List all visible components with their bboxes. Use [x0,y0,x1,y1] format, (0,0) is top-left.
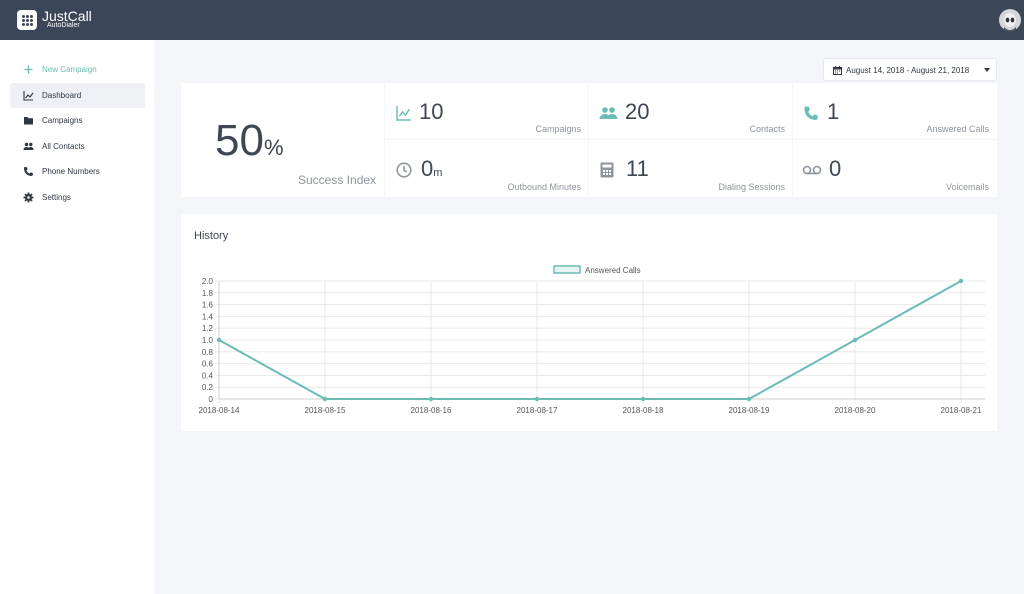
sidebar-item-dashboard[interactable]: Dashboard [10,83,145,108]
stat-value: 10 [419,99,444,124]
x-tick-label: 2018-08-16 [411,406,452,415]
chevron-down-icon [984,68,990,72]
sidebar: New Campaign Dashboard Campaigns All Con… [0,40,154,594]
x-tick-label: 2018-08-20 [835,406,876,415]
sidebar-item-phone-numbers[interactable]: Phone Numbers [10,159,145,184]
sidebar-item-label: All Contacts [42,142,85,151]
success-index-value: 50% [215,116,284,165]
y-tick-label: 1.8 [202,289,214,298]
y-tick-label: 1.4 [202,312,214,321]
y-tick-label: 1.2 [202,324,214,333]
answered-calls-chart: 2.0 1.8 1.6 1.4 1.2 1.0 0.8 0.6 0.4 0.2 0 2018-08-1… [199,265,985,415]
x-tick-label: 2018-08-19 [729,406,770,415]
folder-icon [24,117,33,125]
sidebar-item-settings[interactable]: Settings [10,185,145,210]
calendar-icon [833,66,842,75]
sidebar-item-campaigns[interactable]: Campaigns [10,108,145,133]
legend-label: Answered Calls [585,266,641,275]
data-point [746,396,752,402]
sidebar-item-label: New Campaign [42,65,97,74]
y-tick-label: 1.0 [202,336,214,345]
y-tick-label: 0.2 [202,383,214,392]
y-tick-label: 0.6 [202,360,214,369]
stat-value: 20 [625,99,650,124]
data-point [640,396,646,402]
sidebar-item-label: Settings [42,193,71,202]
stat-card-contacts [589,83,792,139]
x-tick-label: 2018-08-14 [199,406,240,415]
date-range-picker[interactable]: August 14, 2018 - August 21, 2018 [823,58,997,81]
data-point [852,337,858,343]
sidebar-item-label: Campaigns [42,116,83,125]
brand-name[interactable]: JustCall [42,8,92,24]
people-icon [599,107,618,119]
dialpad-grid-icon[interactable] [17,10,37,30]
stat-card-dialing-sessions [589,140,792,197]
stat-card-outbound-minutes [385,140,588,197]
stat-value: 0 [829,156,842,181]
stat-label: Outbound Minutes [507,182,581,192]
clock-icon [396,162,412,178]
stat-card-voicemails [793,140,997,197]
legend-swatch [553,265,581,274]
history-title: History [194,230,229,242]
success-index-label: Success Index [298,173,377,187]
stat-card-campaigns [385,83,588,139]
phone-icon [24,167,33,176]
gear-icon [23,192,34,203]
stat-label: Dialing Sessions [718,182,785,192]
y-tick-label: 1.6 [202,301,214,310]
phone-icon [804,106,818,120]
data-point [322,396,328,402]
x-tick-label: 2018-08-21 [941,406,982,415]
stat-label: Contacts [749,124,785,134]
x-tick-label: 2018-08-18 [623,406,664,415]
stat-value: 11 [626,156,649,181]
voicemail-icon [802,165,822,175]
y-tick-label: 2.0 [202,277,214,286]
line-chart-icon [396,106,411,121]
data-point [216,337,222,343]
sidebar-item-new-campaign[interactable]: New Campaign [10,57,145,82]
stat-label: Campaigns [535,124,581,134]
stat-value: 1 [827,99,840,124]
success-index-card [181,83,384,197]
data-point [534,396,540,402]
series-line-answered-calls [218,280,962,400]
top-bar: JustCall AutoDialer [0,0,1024,40]
sidebar-item-all-contacts[interactable]: All Contacts [10,134,145,159]
sidebar-item-label: Phone Numbers [42,167,100,176]
y-tick-label: 0.8 [202,348,214,357]
stat-value: 0m [421,156,443,181]
people-icon [23,142,34,150]
y-tick-label: 0.4 [202,371,214,380]
brand-subtitle: AutoDialer [47,22,80,29]
line-chart-icon [23,91,34,101]
y-tick-label: 0 [209,395,214,404]
data-point [958,278,964,284]
stat-card-answered-calls [793,83,997,139]
stat-label: Voicemails [945,182,989,192]
x-tick-label: 2018-08-15 [305,406,346,415]
plus-icon [24,65,33,74]
data-point [428,396,434,402]
date-range-label: August 14, 2018 - August 21, 2018 [846,66,970,75]
sidebar-item-label: Dashboard [42,91,82,100]
user-avatar[interactable] [999,9,1021,31]
calculator-icon [600,162,614,178]
x-tick-label: 2018-08-17 [517,406,558,415]
success-index-unit: % [263,135,284,160]
stat-label: Answered Calls [926,124,989,134]
